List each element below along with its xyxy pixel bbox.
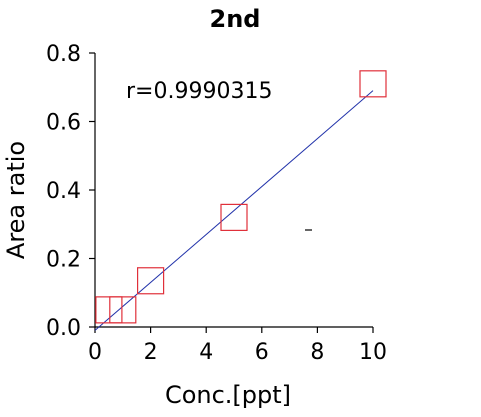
y-axis-label: Area ratio — [2, 141, 30, 259]
data-point-square — [109, 296, 137, 324]
correlation-annotation: r=0.9990315 — [126, 79, 272, 104]
data-point-square — [359, 70, 387, 98]
data-point-square — [137, 267, 165, 295]
y-axis-ticks: 0.0 0.2 0.4 0.6 0.8 — [46, 42, 95, 341]
y-tick-label: 0.4 — [46, 179, 81, 204]
x-tick-label: 6 — [255, 340, 269, 365]
data-points — [95, 70, 387, 324]
y-tick-label: 0.6 — [46, 111, 81, 136]
x-tick-label: 2 — [144, 340, 158, 365]
data-point-square — [220, 203, 248, 231]
x-tick-label: 10 — [359, 340, 387, 365]
data-point-square — [95, 296, 123, 324]
x-axis-ticks: 0 2 4 6 8 10 — [88, 327, 387, 365]
fit-line-group — [94, 90, 374, 331]
x-axis-label: Conc.[ppt] — [165, 381, 291, 409]
y-tick-label: 0.0 — [46, 316, 81, 341]
x-tick-label: 8 — [310, 340, 324, 365]
chart-title: 2nd — [210, 5, 261, 33]
y-tick-label: 0.8 — [46, 42, 81, 67]
fit-line — [94, 90, 374, 331]
x-tick-label: 4 — [199, 340, 213, 365]
x-tick-label: 0 — [88, 340, 102, 365]
y-tick-label: 0.2 — [46, 248, 81, 273]
